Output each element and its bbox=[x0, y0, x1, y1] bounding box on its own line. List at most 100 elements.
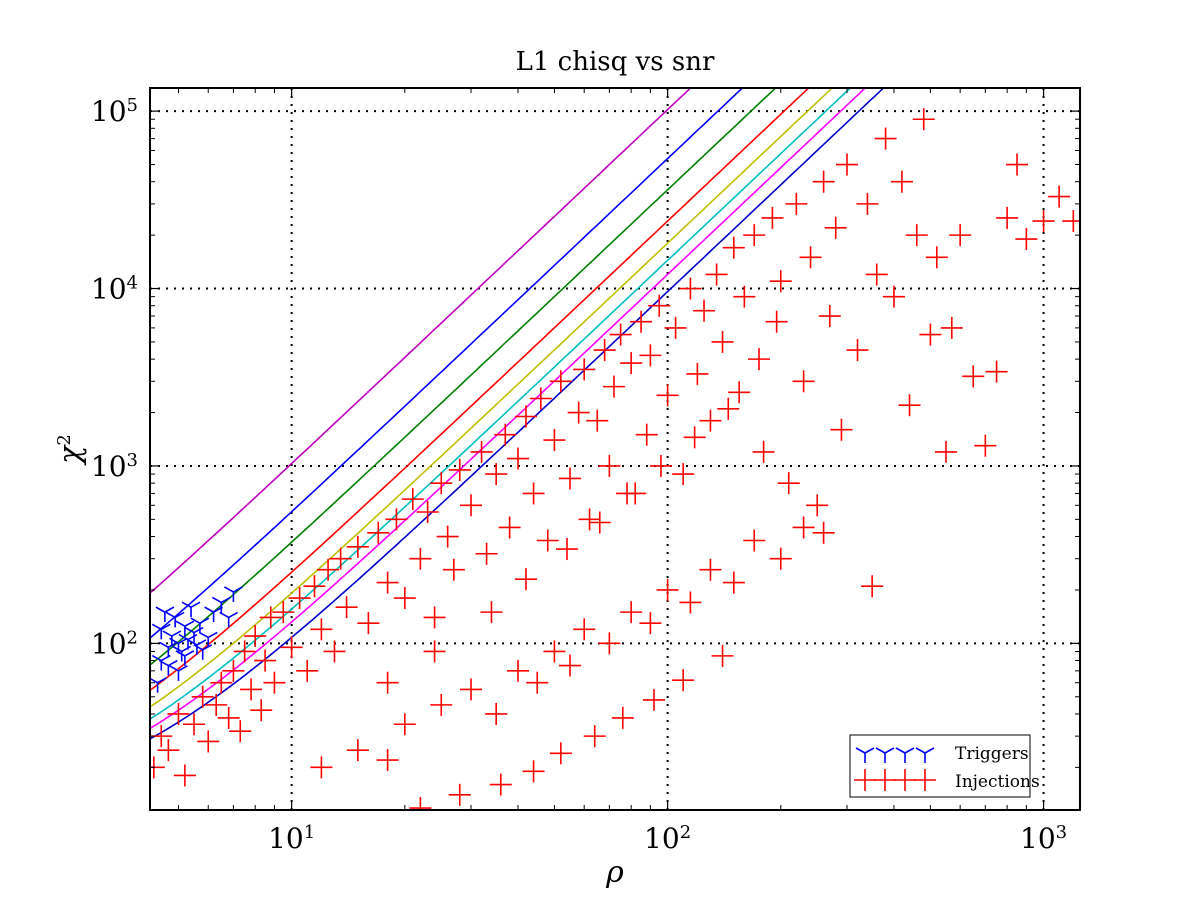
injection-point bbox=[806, 494, 829, 517]
injection-point bbox=[385, 508, 408, 531]
injection-point bbox=[593, 339, 616, 362]
injection-point bbox=[919, 323, 942, 346]
y-axis-label: χ2 bbox=[53, 434, 88, 466]
injection-point bbox=[705, 263, 728, 286]
legend-trigger-marker bbox=[855, 747, 875, 763]
injection-point bbox=[183, 713, 206, 736]
plot-area bbox=[150, 88, 1080, 810]
injection-point bbox=[514, 568, 537, 591]
threshold-curve-8 bbox=[150, 88, 867, 730]
injection-point bbox=[722, 571, 745, 594]
threshold-curve-3 bbox=[150, 88, 744, 639]
injection-point bbox=[233, 640, 256, 663]
injection-point bbox=[244, 625, 267, 648]
legend-injection-marker bbox=[874, 769, 896, 791]
trigger-point bbox=[169, 665, 188, 681]
injection-point bbox=[598, 632, 621, 655]
trigger-point bbox=[158, 659, 178, 676]
x-tick-exponent: 3 bbox=[1056, 822, 1067, 843]
injection-point bbox=[609, 323, 632, 346]
injection-point bbox=[393, 587, 416, 610]
injection-point bbox=[835, 153, 858, 176]
injection-point bbox=[442, 558, 465, 581]
injection-point bbox=[210, 671, 233, 694]
y-tick-label: 104 bbox=[91, 272, 138, 306]
trigger-point bbox=[198, 631, 218, 648]
data-layer bbox=[150, 88, 1080, 810]
injection-point bbox=[683, 426, 706, 449]
injection-point bbox=[489, 773, 512, 796]
y-tick-exponent: 4 bbox=[127, 272, 138, 293]
injection-point bbox=[217, 706, 240, 729]
y-tick-exponent: 2 bbox=[127, 627, 138, 648]
injection-point bbox=[470, 440, 493, 463]
injection-point bbox=[630, 310, 653, 333]
trigger-point bbox=[193, 644, 213, 660]
injection-point bbox=[573, 358, 596, 381]
injection-point bbox=[506, 447, 529, 470]
legend-label-triggers: Triggers bbox=[955, 744, 1029, 764]
injection-point bbox=[874, 127, 897, 150]
y-tick-exponent: 3 bbox=[127, 449, 138, 470]
injection-point bbox=[934, 440, 957, 463]
injection-point bbox=[578, 508, 601, 531]
y-tick-base: 10 bbox=[91, 273, 127, 306]
injection-point bbox=[376, 571, 399, 594]
injection-point bbox=[656, 384, 679, 407]
y-axis-label-exponent: 2 bbox=[54, 434, 75, 445]
trigger-point bbox=[155, 606, 175, 623]
legend-marker-injections bbox=[854, 769, 936, 791]
injection-point bbox=[357, 612, 380, 635]
injection-point bbox=[558, 654, 581, 677]
injection-point bbox=[498, 516, 521, 539]
injection-point bbox=[376, 749, 399, 772]
trigger-point bbox=[178, 633, 198, 650]
chart-title: L1 chisq vs snr bbox=[516, 47, 715, 77]
injection-point bbox=[526, 671, 549, 694]
injection-point bbox=[722, 236, 745, 259]
trigger-point bbox=[224, 586, 243, 602]
x-tick-base: 10 bbox=[1020, 822, 1056, 855]
injection-point bbox=[846, 339, 869, 362]
injection-point bbox=[485, 463, 508, 486]
injection-point bbox=[323, 640, 346, 663]
injection-point bbox=[792, 516, 815, 539]
injection-point bbox=[317, 558, 340, 581]
injection-point bbox=[272, 601, 295, 624]
injection-point bbox=[620, 601, 643, 624]
legend-label-injections: Injections bbox=[955, 772, 1040, 792]
injection-point bbox=[409, 797, 432, 810]
injection-point bbox=[949, 224, 972, 247]
injection-point bbox=[549, 370, 572, 393]
injection-point bbox=[620, 352, 643, 375]
injection-point bbox=[549, 742, 572, 765]
injection-point bbox=[393, 713, 416, 736]
injection-point bbox=[611, 706, 634, 729]
injection-point bbox=[475, 542, 498, 565]
injection-point bbox=[824, 216, 847, 239]
legend-box bbox=[849, 734, 1031, 798]
injection-point bbox=[699, 558, 722, 581]
y-tick-base: 10 bbox=[91, 627, 127, 660]
y-tick-base: 10 bbox=[91, 450, 127, 483]
y-tick-exponent: 5 bbox=[127, 95, 138, 116]
injection-point bbox=[254, 649, 277, 672]
legend-injection-marker bbox=[854, 769, 876, 791]
injection-point bbox=[639, 344, 662, 367]
injection-point bbox=[925, 246, 948, 269]
x-axis-label: ρ bbox=[605, 855, 624, 890]
injection-point bbox=[401, 488, 424, 511]
injection-point bbox=[865, 263, 888, 286]
injection-point bbox=[448, 458, 471, 481]
trigger-point bbox=[181, 601, 201, 618]
injection-point bbox=[635, 423, 658, 446]
injection-point bbox=[856, 192, 879, 215]
legend-trigger-marker bbox=[895, 747, 915, 763]
legend-injection-marker bbox=[914, 769, 936, 791]
injection-point bbox=[536, 529, 559, 552]
injection-point bbox=[882, 285, 905, 308]
injection-point bbox=[679, 591, 702, 614]
injection-point bbox=[157, 739, 180, 762]
injection-point bbox=[812, 521, 835, 544]
